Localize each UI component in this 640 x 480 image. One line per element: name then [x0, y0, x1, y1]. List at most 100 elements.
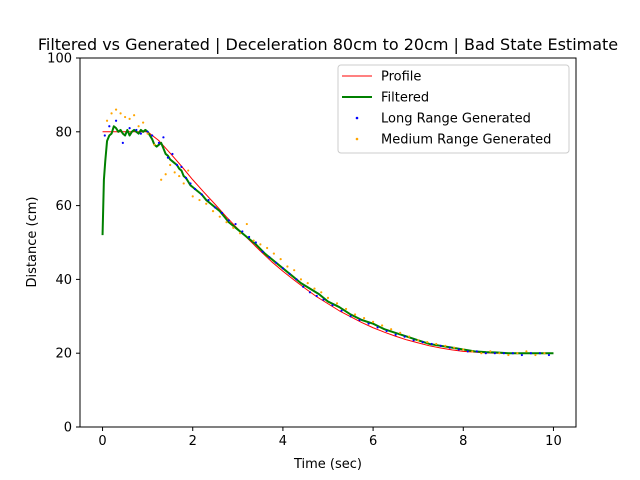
legend-label-filtered: Filtered	[381, 91, 429, 106]
medium-range-generated-point	[173, 171, 176, 174]
x-tick-label: 6	[369, 434, 377, 449]
series-medium-range-generated	[105, 108, 546, 357]
long-range-generated-point	[108, 125, 111, 128]
long-range-generated-point	[421, 341, 424, 344]
long-range-generated-point	[288, 272, 291, 275]
long-range-generated-point	[268, 256, 271, 259]
long-range-generated-point	[139, 132, 142, 135]
medium-range-generated-point	[114, 108, 118, 111]
medium-range-generated-point	[306, 281, 309, 285]
long-range-generated-point	[128, 127, 131, 130]
medium-range-generated-point	[142, 121, 145, 124]
long-range-generated-point	[358, 318, 361, 322]
long-range-generated-point	[281, 267, 285, 270]
medium-range-generated-point	[462, 348, 465, 351]
medium-range-generated-point	[225, 221, 228, 224]
long-range-generated-point	[121, 141, 124, 144]
medium-range-generated-point	[362, 317, 366, 320]
long-range-generated-point	[349, 315, 352, 318]
medium-range-generated-point	[344, 307, 348, 311]
medium-range-generated-point	[320, 291, 323, 294]
x-axis-label: Time (sec)	[293, 457, 362, 472]
y-axis: 0 20 40 60 80 100	[47, 52, 80, 436]
long-range-generated-point	[275, 261, 278, 264]
long-range-generated-point	[547, 353, 551, 357]
long-range-generated-point	[103, 134, 106, 137]
medium-range-generated-point	[272, 252, 275, 255]
medium-range-generated-point	[399, 331, 402, 334]
long-range-generated-point	[385, 329, 388, 333]
medium-range-generated-point	[279, 258, 282, 261]
medium-range-generated-point	[353, 313, 357, 316]
medium-range-generated-point	[169, 163, 172, 167]
medium-range-generated-point	[266, 246, 269, 250]
medium-range-generated-point	[453, 346, 456, 349]
long-range-generated-point	[403, 335, 406, 338]
long-range-generated-point	[200, 193, 203, 196]
long-range-generated-point	[448, 346, 451, 349]
medium-range-generated-point	[205, 202, 208, 205]
medium-range-generated-point	[534, 353, 537, 357]
long-range-generated-point	[340, 309, 343, 312]
medium-range-generated-point	[435, 342, 438, 346]
long-range-generated-point	[207, 198, 210, 202]
medium-range-generated-point	[232, 226, 235, 229]
legend-box	[337, 64, 570, 154]
long-range-generated-point	[220, 211, 224, 215]
y-tick-label: 20	[55, 347, 72, 362]
long-range-generated-point	[162, 136, 165, 139]
medium-range-generated-point	[417, 339, 420, 342]
medium-range-generated-point	[313, 287, 316, 290]
long-range-generated-point	[247, 235, 251, 239]
y-tick-label: 60	[55, 199, 72, 214]
plot-frame	[79, 57, 577, 428]
medium-range-generated-point	[489, 350, 492, 353]
long-range-generated-point	[322, 298, 325, 301]
y-tick-label: 0	[64, 421, 72, 436]
long-range-generated-point	[114, 119, 118, 122]
medium-range-generated-point	[128, 117, 131, 120]
series-long-range-generated	[103, 119, 551, 357]
long-range-generated-point	[430, 342, 433, 346]
medium-range-generated-point	[110, 112, 113, 115]
medium-range-generated-point	[218, 215, 221, 218]
long-range-generated-point	[538, 352, 542, 355]
medium-range-generated-point	[146, 132, 149, 135]
long-range-generated-point	[367, 322, 370, 325]
medium-range-generated-point	[286, 265, 289, 268]
medium-range-generated-point	[525, 350, 528, 353]
medium-range-generated-point	[198, 198, 201, 202]
long-range-generated-point	[308, 291, 312, 294]
long-range-generated-point	[171, 152, 174, 156]
long-range-generated-point	[520, 353, 523, 357]
legend-label-profile: Profile	[381, 70, 421, 85]
medium-range-generated-point	[211, 210, 215, 213]
legend-label-long-range-generated: Long Range Generated	[381, 112, 531, 127]
medium-range-generated-point	[335, 302, 339, 305]
medium-range-generated-point	[191, 195, 194, 198]
long-range-generated-point	[157, 141, 161, 144]
long-range-generated-point	[331, 304, 334, 307]
medium-range-generated-point	[105, 119, 109, 122]
long-range-generated-point	[234, 222, 237, 226]
medium-range-generated-point	[326, 296, 330, 299]
medium-range-generated-point	[160, 178, 163, 181]
medium-range-generated-point	[390, 328, 393, 331]
long-range-generated-point	[412, 339, 415, 342]
long-range-generated-point	[166, 156, 170, 159]
medium-range-generated-point	[516, 352, 519, 355]
x-tick-label: 2	[189, 434, 197, 449]
medium-range-generated-point	[252, 239, 255, 242]
long-range-generated-point	[529, 352, 533, 355]
medium-range-generated-point	[133, 114, 136, 117]
long-range-generated-point	[227, 219, 230, 222]
long-range-generated-point	[151, 134, 154, 137]
long-range-generated-point	[214, 206, 217, 209]
y-tick-label: 40	[55, 273, 72, 288]
medium-range-generated-point	[153, 143, 156, 146]
long-range-generated-point	[193, 187, 197, 191]
long-range-generated-point	[175, 163, 179, 167]
long-range-generated-point	[493, 352, 496, 355]
long-range-generated-point	[302, 285, 305, 288]
